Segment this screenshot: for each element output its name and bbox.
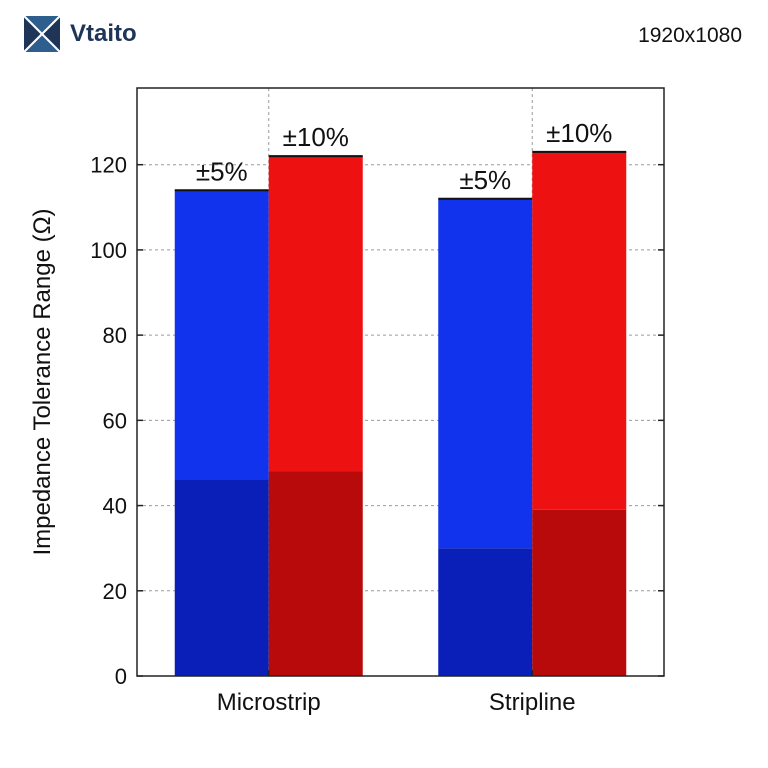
x-tick-label: Microstrip [217, 689, 321, 716]
bar-data-label: ±5% [196, 156, 248, 186]
bar-segment-lower [174, 480, 269, 676]
y-tick-label: 120 [90, 153, 127, 178]
bar-segment-upper [174, 190, 269, 480]
bar-segment-lower [268, 471, 363, 676]
y-tick-label: 20 [103, 579, 127, 604]
bar-segment-upper [268, 156, 363, 472]
plot-frame [136, 87, 665, 677]
y-tick-label: 100 [90, 238, 127, 263]
bar-data-label: ±10% [283, 122, 349, 152]
bar-data-label: ±10% [546, 118, 612, 148]
vtaito-logo-icon [23, 15, 61, 53]
bar-segment-upper [438, 198, 533, 549]
y-tick-label: 40 [103, 494, 127, 519]
y-tick-label: 80 [103, 323, 127, 348]
y-tick-label: 60 [103, 408, 127, 433]
y-tick-label: 0 [115, 664, 127, 689]
label-layer: ±5% ±10% ±5% ±10% [196, 118, 613, 195]
x-tick-label: Stripline [489, 689, 576, 716]
bar-segment-lower [532, 509, 627, 676]
bar-data-label: ±5% [459, 165, 511, 195]
axis-layer: 0 20 40 60 80 100 120 Microstrip Stripline [90, 153, 664, 716]
logo: Vtaito [22, 14, 137, 54]
y-axis-title: Impedance Tolerance Range (Ω) [29, 208, 56, 555]
bar-layer [174, 150, 627, 676]
resolution-label: 1920x1080 [638, 24, 742, 47]
bar-segment-upper [532, 151, 627, 510]
bar-segment-lower [438, 548, 533, 676]
logo-text: Vtaito [70, 20, 137, 47]
